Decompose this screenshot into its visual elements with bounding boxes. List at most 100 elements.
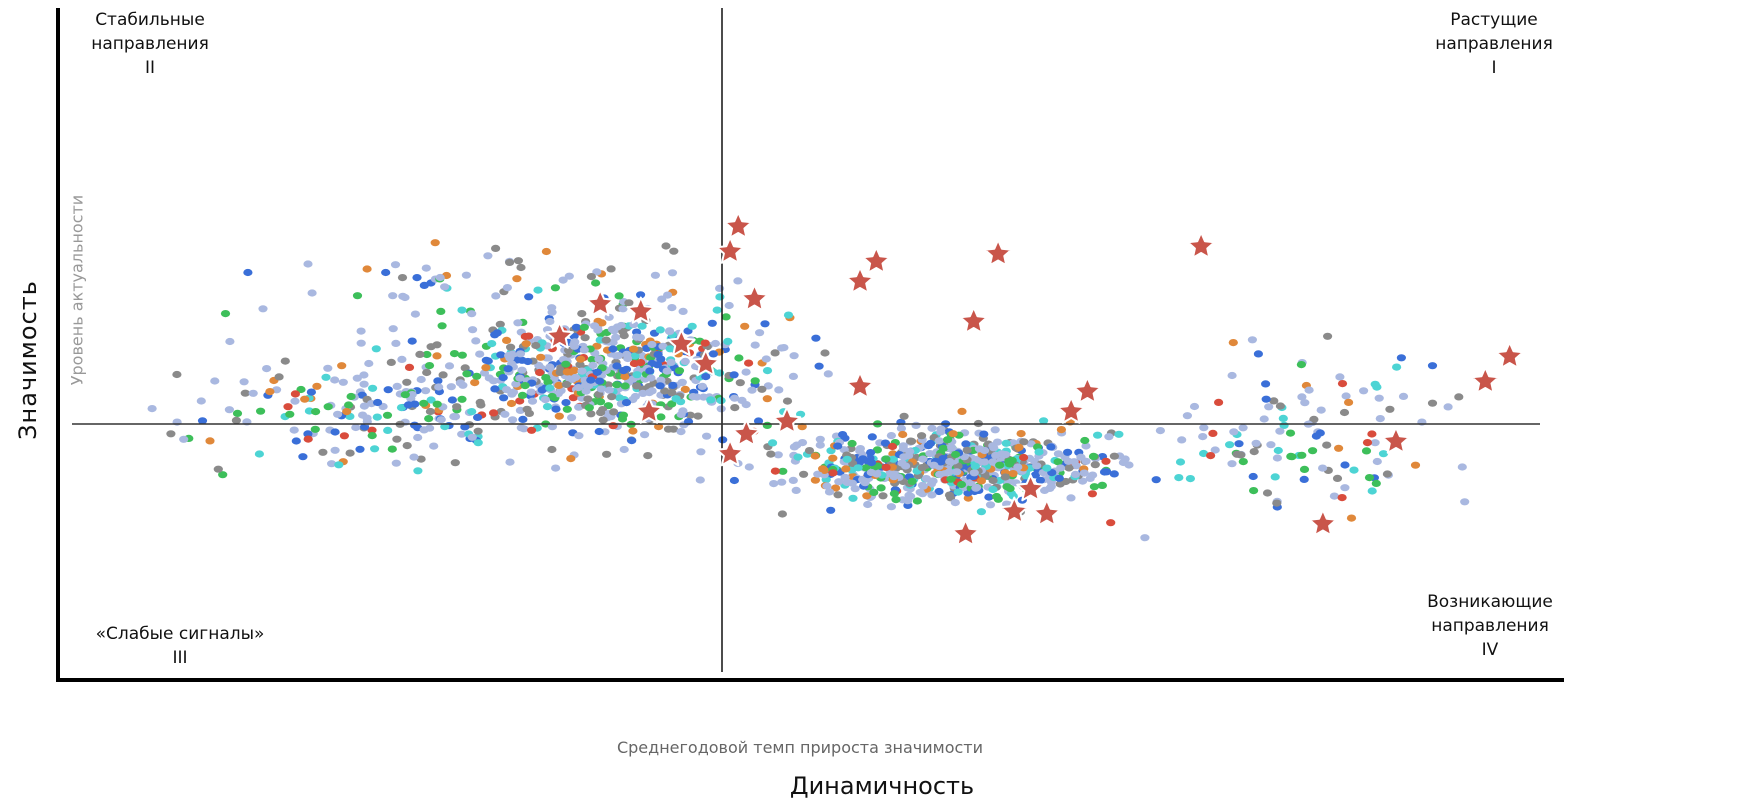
- data-point: [740, 322, 750, 330]
- data-point: [342, 408, 352, 416]
- data-point: [409, 453, 419, 461]
- data-point: [770, 467, 781, 475]
- data-point: [612, 381, 622, 389]
- data-point: [777, 344, 787, 352]
- data-point: [179, 435, 189, 443]
- data-point: [517, 366, 527, 374]
- data-point: [424, 415, 434, 423]
- data-point: [995, 461, 1005, 469]
- data-point: [457, 395, 467, 403]
- data-point: [665, 345, 675, 353]
- data-point: [367, 432, 377, 440]
- data-point: [1070, 470, 1081, 478]
- data-point: [1349, 466, 1359, 474]
- data-point: [1229, 428, 1239, 436]
- data-point: [280, 357, 290, 365]
- data-point: [614, 352, 624, 360]
- data-point: [561, 399, 571, 407]
- data-point: [1199, 449, 1209, 458]
- data-point: [594, 355, 604, 363]
- data-point: [1259, 415, 1269, 423]
- data-point: [985, 501, 996, 509]
- data-point: [491, 244, 501, 252]
- data-point: [306, 388, 316, 396]
- data-point: [483, 357, 493, 365]
- data-point: [671, 395, 681, 403]
- data-point: [457, 306, 467, 314]
- data-point: [734, 354, 744, 362]
- data-point: [988, 485, 998, 494]
- data-point: [489, 409, 499, 417]
- data-point: [822, 482, 832, 490]
- data-point: [351, 423, 361, 432]
- data-point: [579, 346, 589, 354]
- data-point: [1340, 461, 1350, 469]
- data-point: [647, 359, 657, 368]
- star-marker: [951, 519, 980, 547]
- data-point: [547, 445, 557, 454]
- data-point: [898, 430, 908, 439]
- data-point: [1234, 440, 1244, 448]
- data-point: [695, 476, 705, 484]
- data-point: [636, 291, 646, 299]
- data-point: [419, 281, 429, 289]
- data-point: [953, 462, 963, 470]
- data-point: [1056, 464, 1066, 472]
- data-point: [495, 320, 505, 328]
- star-marker: [634, 396, 664, 424]
- data-point: [334, 461, 344, 469]
- data-point: [520, 382, 530, 390]
- star-marker: [626, 296, 656, 324]
- star-marker: [545, 321, 574, 349]
- data-point: [647, 340, 657, 349]
- data-point: [654, 423, 664, 431]
- data-point: [535, 368, 545, 377]
- data-point: [512, 275, 522, 283]
- data-point: [624, 299, 634, 307]
- data-point: [586, 273, 597, 281]
- data-point: [265, 388, 275, 396]
- data-point: [1140, 534, 1150, 542]
- data-point: [979, 458, 990, 466]
- data-point: [886, 503, 897, 511]
- data-point: [596, 385, 606, 393]
- data-point: [813, 470, 823, 478]
- data-point: [886, 432, 897, 440]
- data-point: [1359, 387, 1369, 395]
- data-point: [1329, 492, 1339, 500]
- data-point: [545, 317, 555, 326]
- data-point: [627, 437, 637, 445]
- data-point: [950, 499, 960, 507]
- data-point: [842, 455, 852, 463]
- data-point: [729, 476, 740, 485]
- data-point: [422, 368, 432, 377]
- data-point: [1206, 452, 1216, 460]
- data-point: [601, 336, 611, 344]
- data-point: [1297, 451, 1307, 459]
- data-point: [667, 400, 677, 408]
- data-point: [359, 371, 369, 379]
- star-marker: [732, 419, 761, 447]
- data-point: [243, 268, 253, 277]
- data-point: [887, 442, 898, 451]
- data-point: [362, 265, 372, 273]
- data-point: [470, 379, 480, 387]
- data-point: [862, 492, 872, 500]
- data-point: [462, 370, 472, 378]
- data-point: [571, 373, 581, 381]
- data-point: [766, 450, 776, 458]
- quadrant-label-iii: «Слабые сигналы» III: [95, 624, 265, 668]
- data-point: [708, 350, 719, 358]
- star-marker: [772, 406, 802, 434]
- data-point: [953, 488, 963, 496]
- star-marker: [1186, 231, 1216, 259]
- star-marker: [691, 349, 721, 377]
- data-point: [629, 359, 640, 368]
- data-point: [503, 365, 513, 373]
- data-point: [650, 271, 661, 279]
- data-point: [402, 442, 412, 450]
- data-point: [1367, 430, 1377, 438]
- data-point: [483, 252, 493, 260]
- data-point: [762, 421, 772, 429]
